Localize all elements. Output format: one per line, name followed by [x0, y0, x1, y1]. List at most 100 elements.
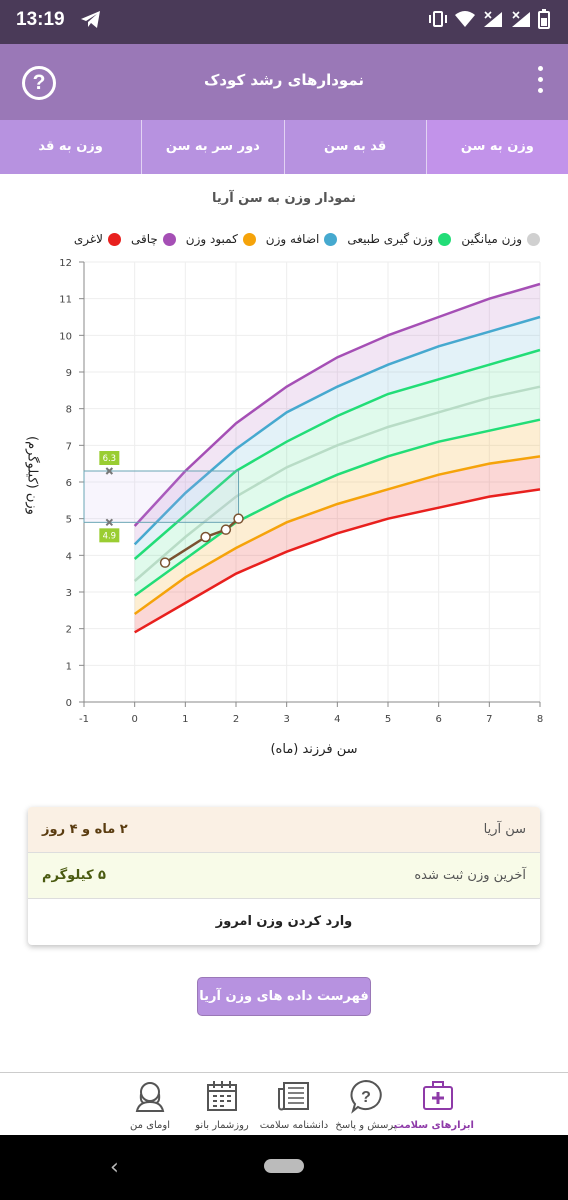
tab-weight-for-age[interactable]: وزن به سن: [426, 120, 568, 174]
tab-height-for-age[interactable]: قد به سن: [285, 120, 427, 174]
x-tick-label: -1: [79, 714, 89, 725]
y-tick-label: 11: [59, 295, 72, 306]
wifi-icon: [455, 11, 475, 27]
tab-head-circumference[interactable]: دور سر به سن: [142, 120, 285, 174]
legend-item[interactable]: وزن گیری طبیعی: [347, 232, 452, 246]
vibrate-icon: [429, 11, 447, 27]
weight-row: آخرین وزن ثبت شده ۵ کیلوگرم: [28, 853, 540, 899]
y-tick-label: 1: [66, 661, 72, 672]
age-row: سن آریا ۲ ماه و ۴ روز: [28, 807, 540, 853]
calendar-icon: [207, 1081, 237, 1111]
range-box: [83, 470, 240, 523]
series-line: [133, 315, 541, 546]
band-fill: [134, 350, 540, 581]
weight-list-button[interactable]: فهرست داده های وزن آریا: [197, 977, 371, 1016]
legend-item[interactable]: وزن میانگین: [461, 232, 540, 246]
enter-weight-button[interactable]: وارد کردن وزن امروز: [215, 914, 353, 929]
telegram-icon: [80, 10, 102, 34]
range-marker: [105, 467, 114, 475]
status-bar: 13:19: [0, 0, 568, 44]
profile-woman-icon: [135, 1082, 165, 1112]
legend-dot: [527, 232, 540, 246]
y-tick-label: 8: [66, 405, 72, 416]
system-nav-bar: ‹: [0, 1135, 568, 1200]
nav-profile[interactable]: اومای من: [114, 1073, 186, 1135]
newspaper-icon: [278, 1082, 309, 1111]
nav-health-tools[interactable]: ابزارهای سلامت: [394, 1073, 474, 1135]
legend-item[interactable]: کمبود وزن: [186, 232, 256, 246]
child-point: [233, 513, 244, 524]
range-marker: [105, 518, 114, 527]
x-tick-label: 3: [283, 714, 289, 725]
question-bubble-icon: ?: [350, 1079, 382, 1114]
help-icon[interactable]: ?: [22, 66, 56, 100]
series-line: [133, 455, 541, 616]
band-fill: [134, 386, 540, 596]
legend-item[interactable]: لاغری: [74, 232, 121, 246]
series-line: [133, 385, 541, 582]
legend-label: لاغری: [73, 232, 103, 246]
range-label-bg: [99, 528, 120, 543]
legend-dot: [438, 232, 452, 246]
band-fill: [134, 456, 540, 633]
child-line: [164, 517, 240, 564]
band-fill: [134, 317, 540, 559]
range-label-bg: [99, 451, 120, 465]
range-label: 4.9: [103, 531, 117, 541]
legend-dot: [107, 232, 121, 246]
nav-calendar[interactable]: روزشمار بانو: [186, 1073, 258, 1135]
nav-label: اومای من: [130, 1120, 170, 1131]
chart-title: نمودار وزن به سن آریا: [211, 191, 357, 206]
more-menu-icon[interactable]: [536, 66, 544, 100]
x-tick-label: 6: [435, 714, 441, 725]
y-tick-label: 12: [59, 258, 72, 269]
nav-encyclopedia[interactable]: دانشنامه سلامت: [258, 1073, 330, 1135]
range-label: 6.3: [103, 454, 117, 464]
status-time: 13:19: [16, 9, 65, 30]
y-tick-label: 0: [66, 698, 72, 709]
home-pill[interactable]: [264, 1159, 304, 1173]
legend-item[interactable]: اضافه وزن: [266, 232, 338, 246]
age-value: ۲ ماه و ۴ روز: [42, 822, 128, 837]
back-icon[interactable]: ‹: [110, 1155, 119, 1180]
y-tick-label: 2: [66, 625, 72, 636]
legend-item[interactable]: چاقی: [131, 232, 176, 246]
x-tick-label: 4: [334, 714, 340, 725]
series-line: [133, 418, 541, 597]
y-tick-label: 3: [66, 588, 72, 599]
bottom-nav: ابزارهای سلامت ? پرسش و پاسخ دانشنامه سل…: [0, 1072, 568, 1135]
legend-label: وزن میانگین: [461, 232, 522, 246]
y-tick-label: 9: [66, 368, 72, 379]
x-tick-label: 0: [131, 714, 137, 725]
nav-questions[interactable]: ? پرسش و پاسخ: [330, 1073, 402, 1135]
medical-kit-icon: [423, 1081, 453, 1110]
series-line: [134, 488, 541, 634]
y-tick-label: 4: [66, 551, 72, 562]
chart-legend: لاغری چاقی کمبود وزن اضافه وزن وزن گیری …: [74, 232, 540, 246]
y-tick-label: 5: [66, 515, 72, 526]
y-axis-label: وزن (کیلوگرم): [24, 436, 40, 515]
signal-icon: [484, 11, 502, 27]
weight-label: آخرین وزن ثبت شده: [414, 868, 526, 883]
legend-label: چاقی: [130, 232, 158, 246]
x-tick-label: 2: [233, 714, 239, 725]
page-title: نمودارهای رشد کودک: [203, 71, 365, 89]
series-line: [133, 282, 541, 527]
y-tick-label: 6: [66, 478, 72, 489]
age-label: سن آریا: [483, 822, 526, 837]
legend-label: اضافه وزن: [265, 232, 320, 246]
x-tick-label: 7: [486, 714, 492, 725]
nav-label: پرسش و پاسخ: [335, 1120, 397, 1131]
legend-label: وزن گیری طبیعی: [347, 232, 434, 246]
app-bar: ? نمودارهای رشد کودک: [0, 44, 568, 120]
band-fill: [134, 284, 540, 545]
child-point: [200, 531, 211, 543]
legend-dot: [324, 232, 338, 246]
x-axis-label: سن فرزند (ماه): [270, 742, 358, 757]
tab-weight-for-height[interactable]: وزن به قد: [0, 120, 143, 174]
nav-label: روزشمار بانو: [195, 1120, 249, 1131]
nav-label: دانشنامه سلامت: [259, 1120, 329, 1131]
legend-dot: [162, 232, 176, 246]
svg-text:?: ?: [361, 1089, 371, 1106]
